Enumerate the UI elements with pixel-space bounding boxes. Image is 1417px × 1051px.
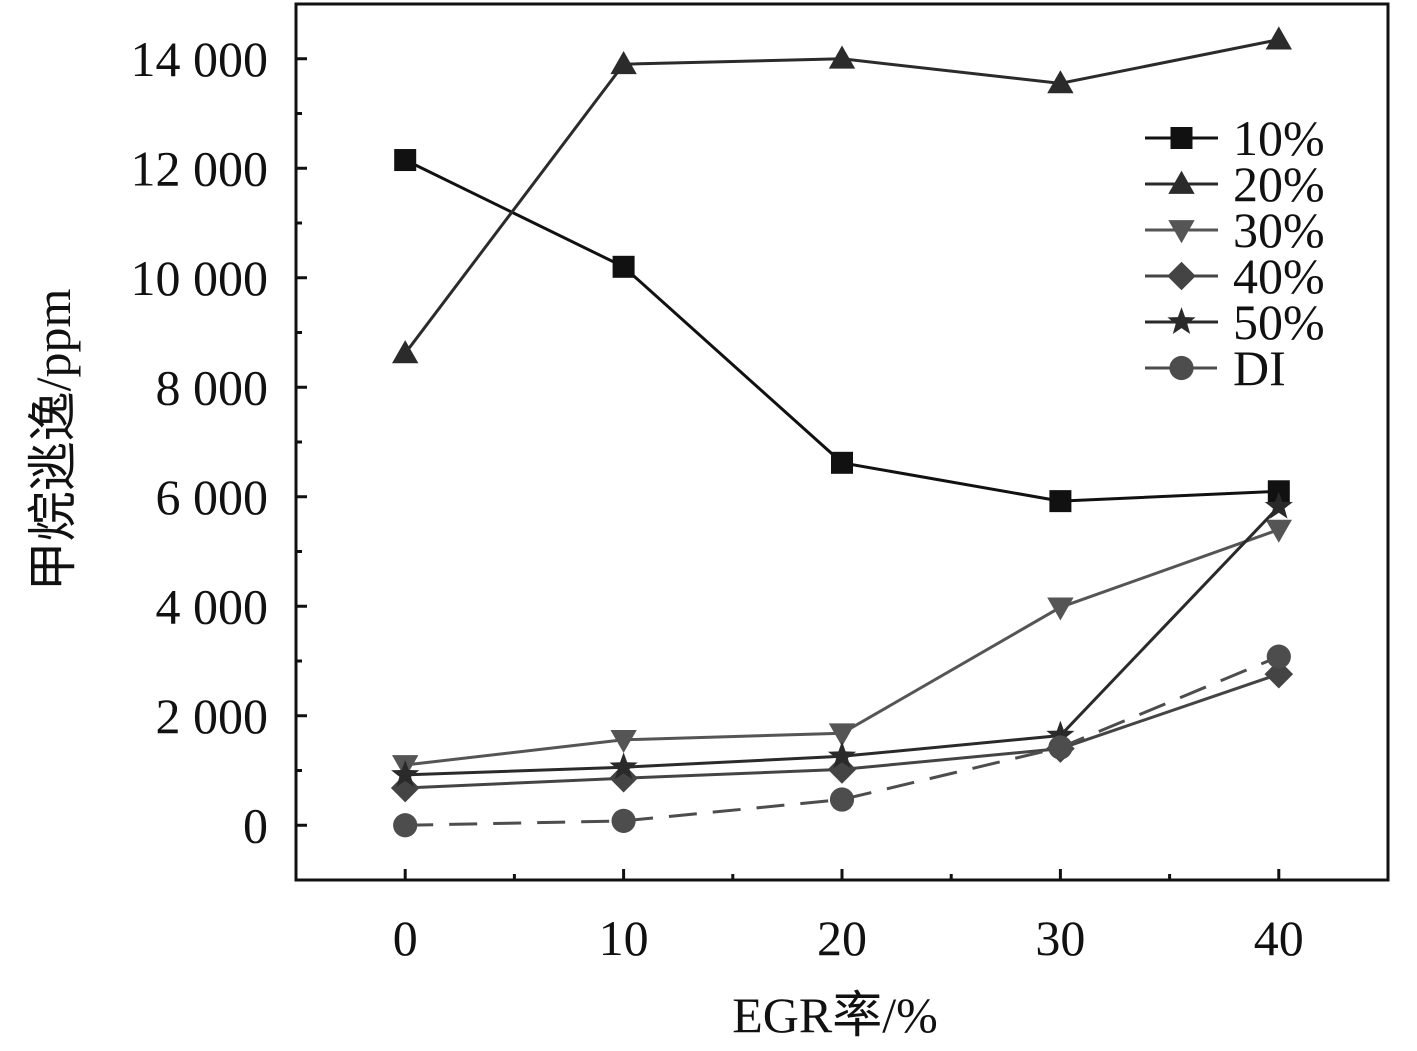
data-point <box>1265 519 1292 543</box>
y-axis: 0 2 000 4 000 6 000 8 000 10 000 12 000 14 000 <box>131 31 307 853</box>
series-20pct <box>392 26 1292 364</box>
series-line <box>405 655 1280 827</box>
series-line <box>404 158 1279 503</box>
y-tick-label: 8 000 <box>156 359 269 415</box>
data-point <box>391 760 420 787</box>
data-point <box>1267 480 1290 503</box>
data-point <box>392 340 419 364</box>
y-tick-label: 12 000 <box>131 140 269 196</box>
legend-entry: 50% <box>1145 294 1325 350</box>
y-tick-label: 14 000 <box>131 31 269 87</box>
legend-entry: 40% <box>1145 248 1325 304</box>
legend-entry: 30% <box>1145 202 1325 258</box>
x-tick-label: 20 <box>817 910 867 966</box>
y-tick-label: 6 000 <box>156 469 269 525</box>
data-point <box>1049 490 1072 513</box>
data-point <box>390 773 420 803</box>
data-point <box>610 729 637 754</box>
data-point <box>1168 220 1195 244</box>
data-point <box>609 752 638 780</box>
x-tick-label: 10 <box>599 910 649 966</box>
legend-label: 50% <box>1233 294 1325 350</box>
x-tick-label: 40 <box>1254 910 1304 966</box>
data-point <box>1047 70 1074 94</box>
y-axis-title: 甲烷逃逸/ppm <box>25 289 81 592</box>
data-point <box>828 45 856 69</box>
series-line <box>404 38 1280 355</box>
data-point <box>831 451 853 474</box>
data-point <box>1167 261 1196 291</box>
data-point <box>610 51 637 75</box>
data-point <box>1169 355 1194 381</box>
data-point <box>611 808 636 833</box>
data-point <box>612 255 635 278</box>
data-point <box>1170 127 1193 149</box>
x-tick-label: 0 <box>393 910 418 966</box>
data-point <box>827 741 857 769</box>
y-tick-label: 4 000 <box>156 578 269 634</box>
data-point <box>1046 720 1075 748</box>
data-point <box>1265 26 1292 50</box>
data-point <box>1167 307 1196 334</box>
data-point <box>828 723 856 747</box>
legend: 10%20%30%40%50%DI <box>1145 110 1325 396</box>
y-tick-label: 0 <box>243 797 268 853</box>
legend-label: 40% <box>1233 248 1325 304</box>
y-tick-label: 10 000 <box>131 250 269 306</box>
legend-label: DI <box>1233 340 1286 396</box>
legend-label: 30% <box>1233 202 1325 258</box>
data-point <box>1264 491 1293 519</box>
x-axis: 0 10 20 30 40 <box>393 869 1304 966</box>
data-point <box>1266 644 1291 669</box>
data-point <box>1264 659 1294 689</box>
legend-entry: 20% <box>1145 156 1325 212</box>
data-point <box>1168 170 1195 194</box>
series-layer <box>390 26 1294 838</box>
x-tick-label: 30 <box>1035 910 1085 966</box>
series-30pct <box>392 519 1292 779</box>
data-point <box>393 813 418 838</box>
legend-label: 20% <box>1233 156 1325 212</box>
legend-label: 10% <box>1233 110 1325 166</box>
series-di <box>393 644 1291 838</box>
series-10pct <box>394 149 1290 513</box>
series-50pct <box>391 491 1293 787</box>
x-axis-title: EGR率/% <box>732 987 938 1043</box>
y-tick-label: 2 000 <box>156 688 269 744</box>
data-point <box>827 755 857 784</box>
data-point <box>829 787 855 812</box>
data-point <box>1047 597 1074 621</box>
data-point <box>609 763 638 793</box>
data-point <box>1048 735 1073 760</box>
data-point <box>394 149 417 172</box>
legend-entry: DI <box>1145 340 1286 396</box>
legend-entry: 10% <box>1145 110 1325 166</box>
